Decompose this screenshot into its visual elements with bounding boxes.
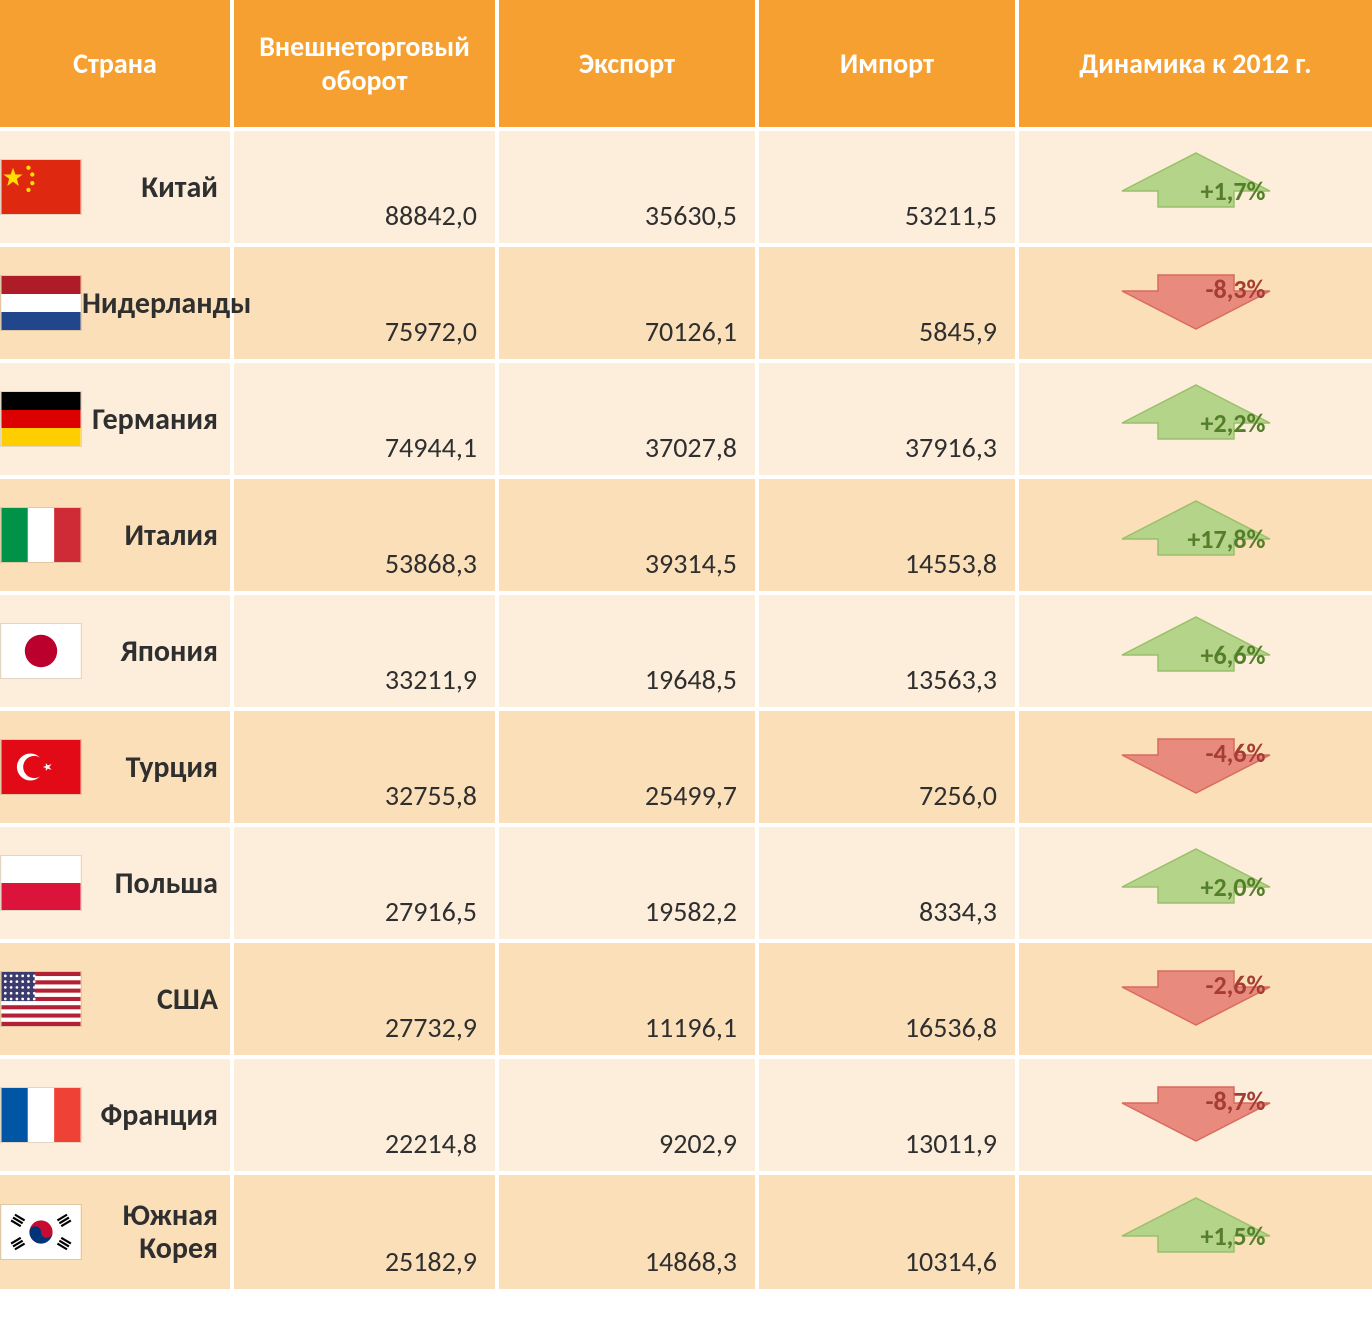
import-cell: 5845,9	[757, 245, 1017, 361]
turnover-cell: 27732,9	[232, 941, 497, 1057]
import-cell: 14553,8	[757, 477, 1017, 593]
header-row: Страна Внешнеторговый оборот Экспорт Имп…	[0, 0, 1372, 129]
export-cell: 19648,5	[497, 593, 757, 709]
dynamics-cell: -4,6%	[1017, 709, 1372, 825]
table-row: Франция 22214,89202,913011,9 -8,7%	[0, 1057, 1372, 1173]
dynamics-cell: +1,7%	[1017, 129, 1372, 245]
country-cell: США	[0, 941, 232, 1057]
export-cell: 37027,8	[497, 361, 757, 477]
dynamics-cell: +6,6%	[1017, 593, 1372, 709]
import-cell: 10314,6	[757, 1173, 1017, 1289]
country-name: Франция	[82, 1099, 224, 1132]
export-cell: 35630,5	[497, 129, 757, 245]
turnover-cell: 75972,0	[232, 245, 497, 361]
country-cell: Япония	[0, 593, 232, 709]
export-cell: 70126,1	[497, 245, 757, 361]
import-cell: 13011,9	[757, 1057, 1017, 1173]
import-cell: 13563,3	[757, 593, 1017, 709]
export-cell: 9202,9	[497, 1057, 757, 1173]
country-name: Германия	[82, 403, 224, 436]
table-row: Япония 33211,919648,513563,3 +6,6%	[0, 593, 1372, 709]
change-value: -8,3%	[1206, 273, 1266, 305]
turnover-cell: 53868,3	[232, 477, 497, 593]
dynamics-cell: -8,7%	[1017, 1057, 1372, 1173]
change-value: +2,0%	[1201, 871, 1266, 903]
flag-icon	[0, 623, 82, 679]
turnover-cell: 88842,0	[232, 129, 497, 245]
export-cell: 14868,3	[497, 1173, 757, 1289]
dynamics-cell: -2,6%	[1017, 941, 1372, 1057]
country-cell: Италия	[0, 477, 232, 593]
table-row: Польша 27916,519582,28334,3 +2,0%	[0, 825, 1372, 941]
country-name: Италия	[82, 519, 224, 552]
flag-icon	[0, 507, 82, 563]
country-cell: Германия	[0, 361, 232, 477]
table-row: США 27732,911196,116536,8 -2,6%	[0, 941, 1372, 1057]
dynamics-cell: +1,5%	[1017, 1173, 1372, 1289]
turnover-cell: 25182,9	[232, 1173, 497, 1289]
col-turnover: Внешнеторговый оборот	[232, 0, 497, 129]
country-name: Китай	[82, 171, 224, 204]
change-value: +17,8%	[1187, 523, 1265, 555]
flag-icon	[0, 855, 82, 911]
country-cell: Польша	[0, 825, 232, 941]
export-cell: 11196,1	[497, 941, 757, 1057]
change-value: +6,6%	[1201, 639, 1266, 671]
turnover-cell: 74944,1	[232, 361, 497, 477]
change-value: -2,6%	[1206, 969, 1266, 1001]
table-row: Южная Корея 25182,914868,310314,6 +1,5%	[0, 1173, 1372, 1289]
col-dynamics: Динамика к 2012 г.	[1017, 0, 1372, 129]
turnover-cell: 22214,8	[232, 1057, 497, 1173]
import-cell: 8334,3	[757, 825, 1017, 941]
change-value: +2,2%	[1201, 407, 1266, 439]
table-row: Нидерланды 75972,070126,15845,9 -8,3%	[0, 245, 1372, 361]
dynamics-cell: +2,2%	[1017, 361, 1372, 477]
col-export: Экспорт	[497, 0, 757, 129]
export-cell: 39314,5	[497, 477, 757, 593]
flag-icon	[0, 1087, 82, 1143]
import-cell: 7256,0	[757, 709, 1017, 825]
dynamics-cell: +2,0%	[1017, 825, 1372, 941]
change-value: -4,6%	[1206, 737, 1266, 769]
flag-icon	[0, 275, 82, 331]
import-cell: 53211,5	[757, 129, 1017, 245]
import-cell: 16536,8	[757, 941, 1017, 1057]
export-cell: 19582,2	[497, 825, 757, 941]
country-name: США	[82, 983, 224, 1016]
turnover-cell: 32755,8	[232, 709, 497, 825]
flag-icon	[0, 391, 82, 447]
export-cell: 25499,7	[497, 709, 757, 825]
col-country: Страна	[0, 0, 232, 129]
turnover-cell: 33211,9	[232, 593, 497, 709]
table-row: Турция 32755,825499,77256,0 -4,6%	[0, 709, 1372, 825]
flag-icon	[0, 739, 82, 795]
import-cell: 37916,3	[757, 361, 1017, 477]
table-row: Германия 74944,137027,837916,3 +2,2%	[0, 361, 1372, 477]
col-import: Импорт	[757, 0, 1017, 129]
change-value: +1,5%	[1201, 1220, 1266, 1252]
table-row: Италия 53868,339314,514553,8 +17,8%	[0, 477, 1372, 593]
change-value: +1,7%	[1201, 175, 1266, 207]
country-name: Южная Корея	[82, 1199, 224, 1265]
country-name: Польша	[82, 867, 224, 900]
table-row: Китай 88842,035630,553211,5 +1,7%	[0, 129, 1372, 245]
change-value: -8,7%	[1206, 1085, 1266, 1117]
dynamics-cell: +17,8%	[1017, 477, 1372, 593]
trade-table: Страна Внешнеторговый оборот Экспорт Имп…	[0, 0, 1372, 1289]
flag-icon	[0, 1204, 82, 1260]
turnover-cell: 27916,5	[232, 825, 497, 941]
country-name: Япония	[82, 635, 224, 668]
country-cell: Южная Корея	[0, 1173, 232, 1289]
country-cell: Франция	[0, 1057, 232, 1173]
dynamics-cell: -8,3%	[1017, 245, 1372, 361]
country-name: Нидерланды	[82, 287, 257, 320]
country-name: Турция	[82, 751, 224, 784]
flag-icon	[0, 971, 82, 1027]
country-cell: Турция	[0, 709, 232, 825]
flag-icon	[0, 159, 82, 215]
country-cell: Нидерланды	[0, 245, 232, 361]
country-cell: Китай	[0, 129, 232, 245]
